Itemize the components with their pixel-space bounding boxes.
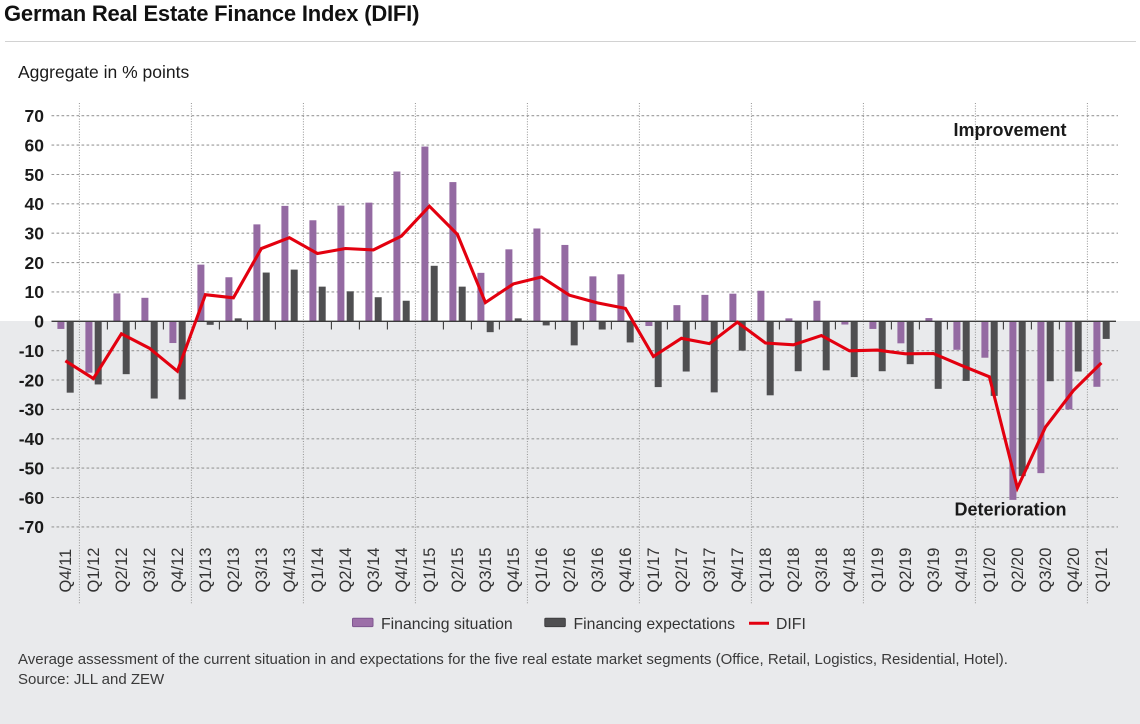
svg-text:Q3/16: Q3/16 (589, 548, 607, 593)
svg-text:Q3/20: Q3/20 (1037, 548, 1055, 593)
svg-text:0: 0 (34, 312, 44, 332)
svg-text:Q4/17: Q4/17 (729, 548, 747, 593)
svg-text:Q1/18: Q1/18 (757, 548, 775, 593)
svg-text:Q1/17: Q1/17 (645, 548, 663, 593)
svg-text:Q4/19: Q4/19 (953, 548, 971, 593)
svg-text:Q1/20: Q1/20 (981, 548, 999, 593)
svg-text:Financing expectations: Financing expectations (574, 616, 736, 633)
svg-text:Improvement: Improvement (953, 120, 1066, 140)
svg-text:Q2/18: Q2/18 (785, 548, 803, 593)
svg-text:Q2/13: Q2/13 (225, 548, 243, 593)
svg-text:Q3/14: Q3/14 (365, 548, 383, 593)
svg-text:Q3/15: Q3/15 (477, 548, 495, 593)
svg-text:Q2/20: Q2/20 (1009, 548, 1027, 593)
svg-text:10: 10 (25, 282, 45, 302)
svg-text:Q3/19: Q3/19 (925, 548, 943, 593)
svg-text:Q2/12: Q2/12 (113, 548, 131, 593)
svg-text:DIFI: DIFI (776, 616, 806, 633)
svg-text:Q4/13: Q4/13 (281, 548, 299, 593)
svg-text:Q1/12: Q1/12 (85, 548, 103, 593)
svg-text:Q3/12: Q3/12 (141, 548, 159, 593)
svg-text:Q1/14: Q1/14 (309, 548, 327, 593)
svg-text:-10: -10 (19, 341, 45, 361)
svg-text:Q3/13: Q3/13 (253, 548, 271, 593)
svg-text:Q1/15: Q1/15 (421, 548, 439, 593)
svg-text:Q4/20: Q4/20 (1065, 548, 1083, 593)
svg-text:Q3/18: Q3/18 (813, 548, 831, 593)
svg-text:Q4/14: Q4/14 (393, 548, 411, 593)
svg-text:Q2/16: Q2/16 (561, 548, 579, 593)
svg-text:Q2/15: Q2/15 (449, 548, 467, 593)
svg-text:20: 20 (25, 253, 45, 273)
svg-text:-30: -30 (19, 400, 45, 420)
svg-text:Q4/12: Q4/12 (169, 548, 187, 593)
svg-text:Q3/17: Q3/17 (701, 548, 719, 593)
svg-text:Q2/19: Q2/19 (897, 548, 915, 593)
svg-text:Financing situation: Financing situation (381, 616, 513, 633)
svg-text:-70: -70 (19, 517, 45, 537)
svg-text:Q4/16: Q4/16 (617, 548, 635, 593)
svg-text:70: 70 (25, 106, 45, 126)
svg-text:-40: -40 (19, 429, 45, 449)
svg-text:-20: -20 (19, 370, 45, 390)
svg-text:Q1/16: Q1/16 (533, 548, 551, 593)
svg-text:50: 50 (25, 165, 45, 185)
svg-text:60: 60 (25, 135, 45, 155)
svg-text:-50: -50 (19, 458, 45, 478)
svg-text:Q4/18: Q4/18 (841, 548, 859, 593)
svg-text:Q4/15: Q4/15 (505, 548, 523, 593)
svg-text:-60: -60 (19, 488, 45, 508)
svg-text:Q4/11: Q4/11 (57, 549, 75, 593)
svg-text:Q2/17: Q2/17 (673, 548, 691, 593)
svg-text:Q1/21: Q1/21 (1093, 548, 1111, 593)
svg-text:30: 30 (25, 224, 45, 244)
svg-text:Q1/13: Q1/13 (197, 548, 215, 593)
svg-text:Deterioration: Deterioration (954, 500, 1066, 520)
svg-text:Q1/19: Q1/19 (869, 548, 887, 593)
svg-text:Q2/14: Q2/14 (337, 548, 355, 593)
svg-text:40: 40 (25, 194, 45, 214)
